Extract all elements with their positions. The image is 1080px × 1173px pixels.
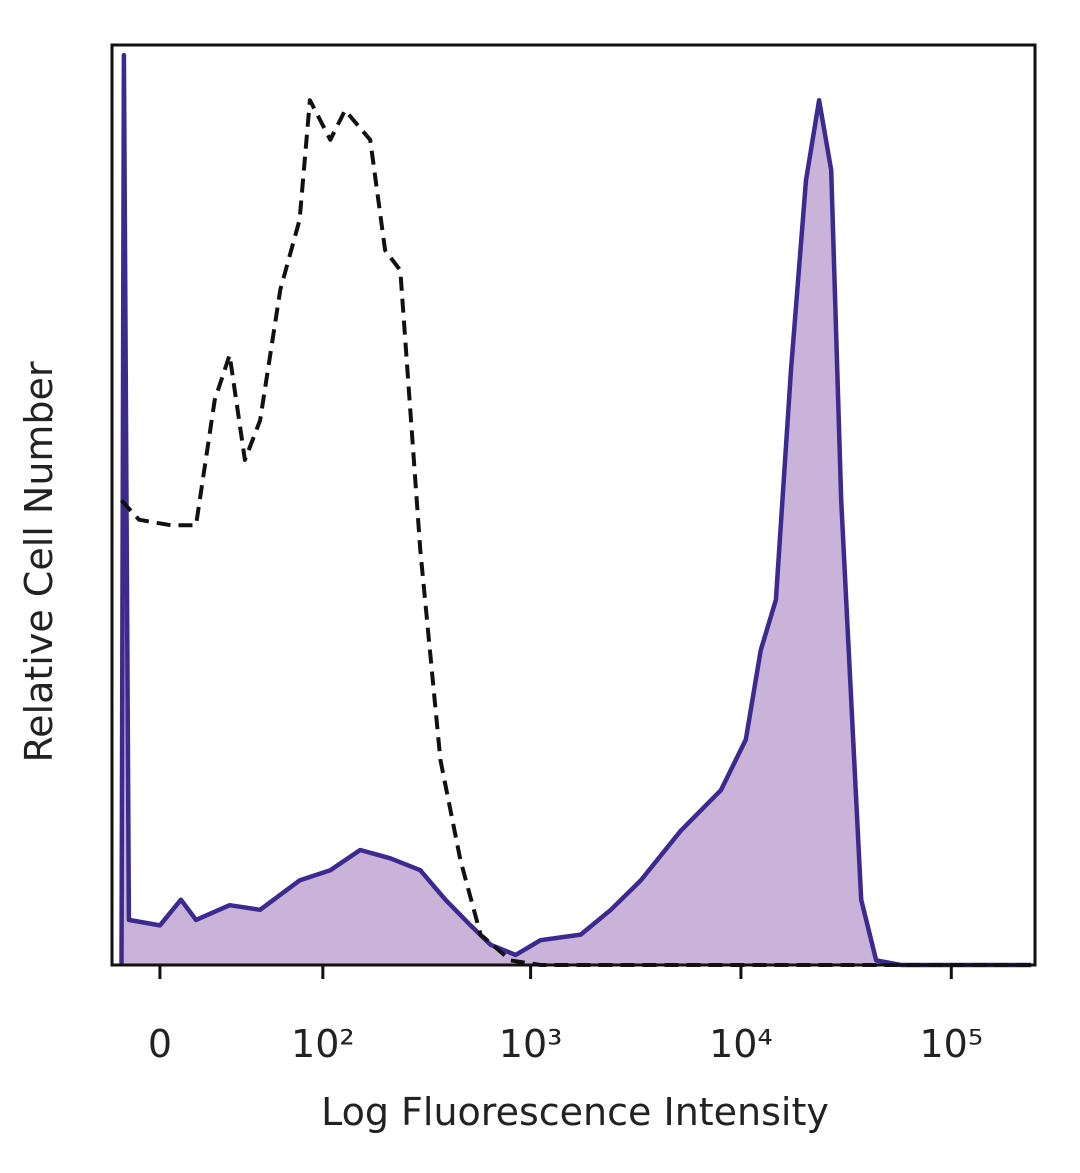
- line: [120, 98, 1032, 967]
- x-axis-label: Log Fluorescence Intensity: [321, 1090, 829, 1134]
- line: [119, 52, 1032, 968]
- area: [121, 55, 1032, 966]
- x-tick-label: 10³: [499, 1022, 563, 1066]
- x-tick-label: 10⁴: [709, 1022, 773, 1066]
- x-tick-label: 10²: [291, 1022, 355, 1066]
- y-axis-label: Relative Cell Number: [17, 361, 61, 762]
- plot-frame: [110, 43, 1037, 967]
- x-tick-label: 10⁵: [919, 1022, 983, 1066]
- x-tick-label: 0: [148, 1022, 172, 1066]
